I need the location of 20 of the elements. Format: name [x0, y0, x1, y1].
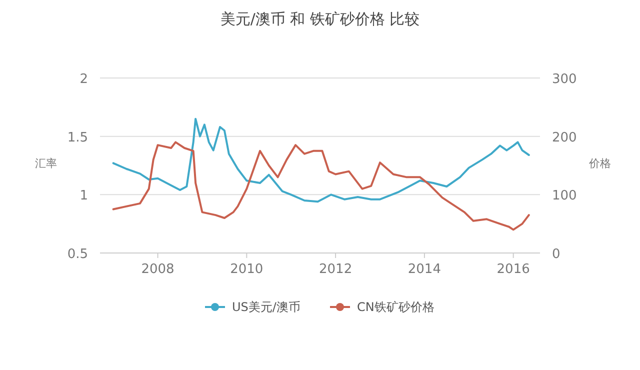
line-series	[112, 118, 530, 203]
x-tick-label: 2010	[230, 262, 264, 277]
x-tick-label: 2008	[141, 262, 174, 277]
x-tick-label: 2012	[319, 262, 352, 277]
y-tick-label: 2	[80, 72, 88, 87]
y-tick-label: 1	[80, 188, 88, 204]
x-tick-label: 2014	[408, 262, 441, 277]
legend-label: US美元/澳币	[232, 300, 300, 314]
legend-label: CN铁矿砂价格	[357, 300, 434, 314]
y2-axis-title: 价格	[588, 157, 611, 170]
line-series	[112, 141, 530, 231]
y2-tick-label: 0	[552, 247, 560, 262]
y-axis-title: 汇率	[35, 157, 57, 170]
y-tick-label: 0.5	[67, 247, 88, 262]
chart-title: 美元/澳币 和 铁矿砂价格 比较	[220, 10, 420, 28]
y2-tick-label: 100	[552, 188, 577, 204]
x-tick-label: 2016	[496, 262, 530, 277]
y2-tick-label: 300	[552, 72, 577, 87]
y2-tick-label: 200	[552, 130, 577, 146]
y-tick-label: 1.5	[67, 130, 88, 146]
